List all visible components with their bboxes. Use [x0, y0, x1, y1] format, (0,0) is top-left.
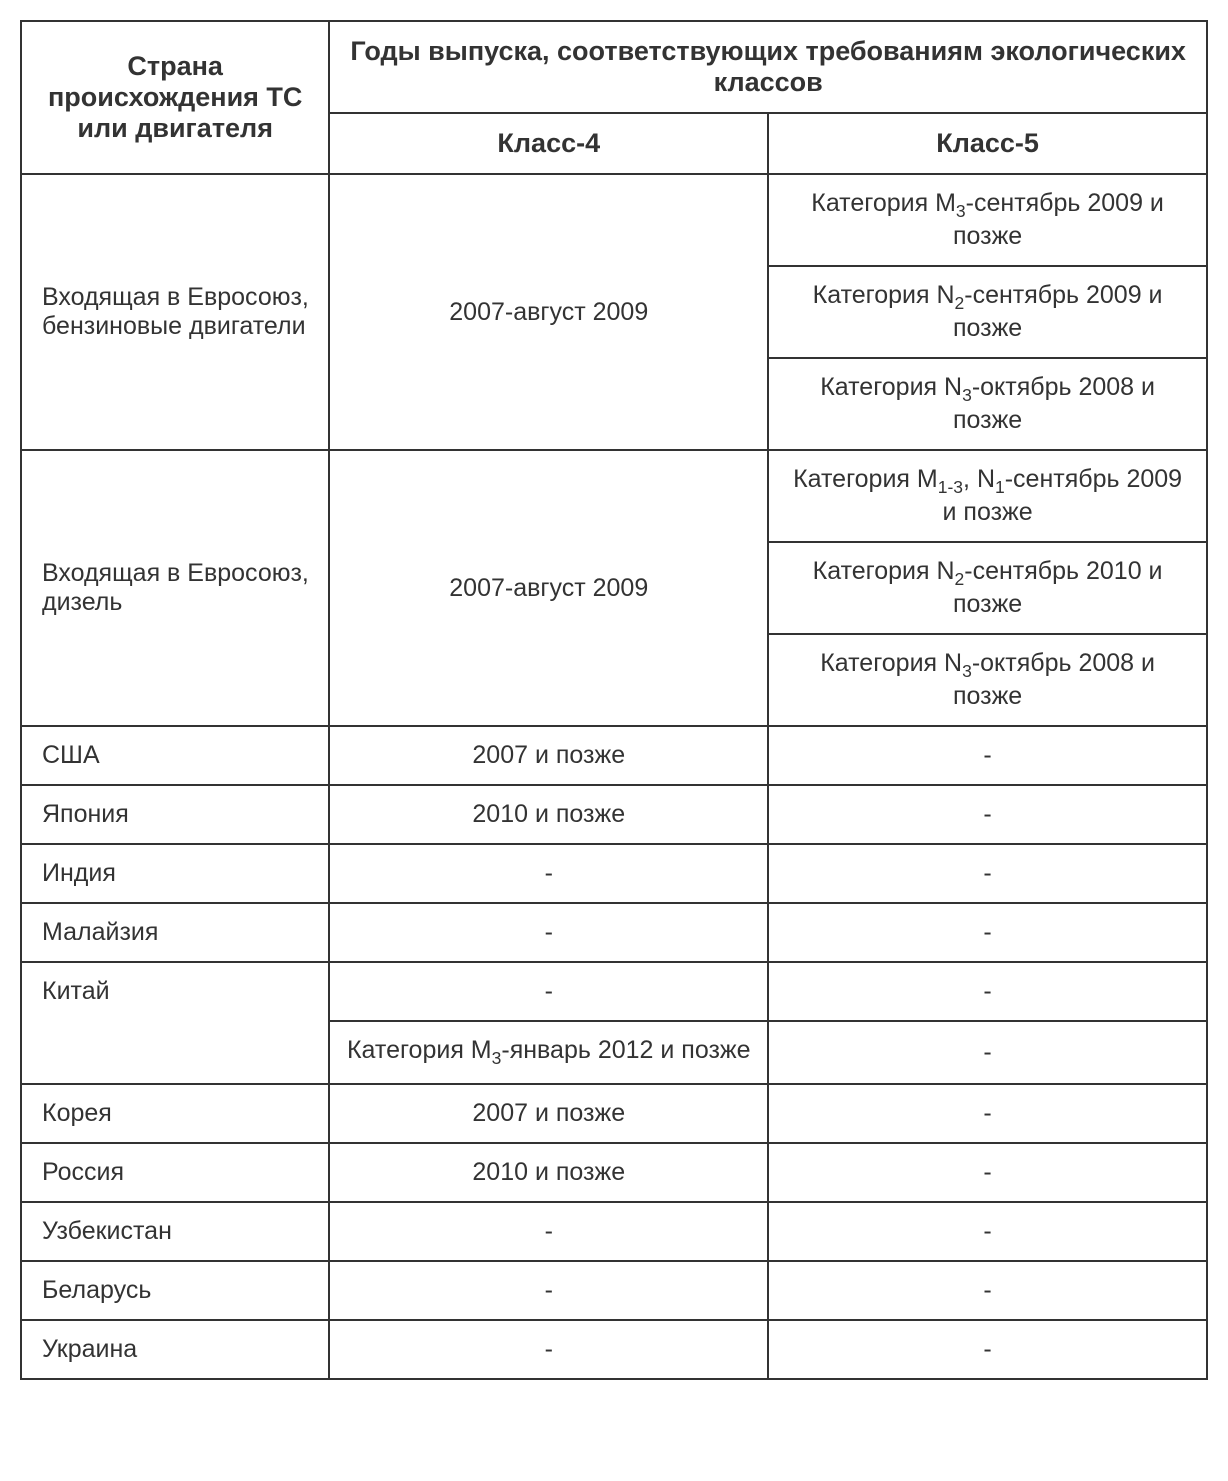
ukraine-label: Украина: [21, 1320, 329, 1379]
row-japan: Япония 2010 и позже -: [21, 785, 1207, 844]
header-country: Страна происхождения ТС или двигателя: [21, 21, 329, 174]
row-eu-petrol-1: Входящая в Евросоюз, бензиновые двигател…: [21, 174, 1207, 266]
usa-label: США: [21, 726, 329, 785]
ukraine-class5: -: [768, 1320, 1207, 1379]
japan-class4: 2010 и позже: [329, 785, 768, 844]
eco-class-table: Страна происхождения ТС или двигателя Го…: [20, 20, 1208, 1380]
india-class5: -: [768, 844, 1207, 903]
eu-petrol-label: Входящая в Евросоюз, бензиновые двигател…: [21, 174, 329, 450]
china-class5-1: -: [768, 962, 1207, 1021]
belarus-label: Беларусь: [21, 1261, 329, 1320]
row-ukraine: Украина - -: [21, 1320, 1207, 1379]
japan-label: Япония: [21, 785, 329, 844]
eu-diesel-class5-2: Категория N3-октябрь 2008 и позже: [768, 634, 1207, 726]
india-label: Индия: [21, 844, 329, 903]
row-belarus: Беларусь - -: [21, 1261, 1207, 1320]
usa-class4: 2007 и позже: [329, 726, 768, 785]
korea-class5: -: [768, 1084, 1207, 1143]
eu-diesel-class5-0: Категория M1-3, N1-сентябрь 2009 и позже: [768, 450, 1207, 542]
header-years-title: Годы выпуска, соответствующих требования…: [329, 21, 1207, 113]
row-eu-diesel-1: Входящая в Евросоюз, дизель 2007-август …: [21, 450, 1207, 542]
row-malaysia: Малайзия - -: [21, 903, 1207, 962]
india-class4: -: [329, 844, 768, 903]
eu-diesel-class4: 2007-август 2009: [329, 450, 768, 726]
eu-petrol-class5-2: Категория N3-октябрь 2008 и позже: [768, 358, 1207, 450]
russia-label: Россия: [21, 1143, 329, 1202]
header-class4: Класс-4: [329, 113, 768, 174]
china-class4-1: -: [329, 962, 768, 1021]
china-class5-2: -: [768, 1021, 1207, 1084]
header-class5: Класс-5: [768, 113, 1207, 174]
uzbekistan-class5: -: [768, 1202, 1207, 1261]
eu-diesel-class5-1: Категория N2-сентябрь 2010 и позже: [768, 542, 1207, 634]
row-korea: Корея 2007 и позже -: [21, 1084, 1207, 1143]
eu-diesel-label: Входящая в Евросоюз, дизель: [21, 450, 329, 726]
uzbekistan-class4: -: [329, 1202, 768, 1261]
usa-class5: -: [768, 726, 1207, 785]
row-india: Индия - -: [21, 844, 1207, 903]
malaysia-label: Малайзия: [21, 903, 329, 962]
belarus-class4: -: [329, 1261, 768, 1320]
belarus-class5: -: [768, 1261, 1207, 1320]
header-row-1: Страна происхождения ТС или двигателя Го…: [21, 21, 1207, 113]
row-uzbekistan: Узбекистан - -: [21, 1202, 1207, 1261]
row-china-1: Китай - -: [21, 962, 1207, 1021]
eu-petrol-class4: 2007-август 2009: [329, 174, 768, 450]
eu-petrol-class5-0: Категория M3-сентябрь 2009 и позже: [768, 174, 1207, 266]
china-label: Китай: [21, 962, 329, 1084]
uzbekistan-label: Узбекистан: [21, 1202, 329, 1261]
korea-class4: 2007 и позже: [329, 1084, 768, 1143]
korea-label: Корея: [21, 1084, 329, 1143]
row-usa: США 2007 и позже -: [21, 726, 1207, 785]
japan-class5: -: [768, 785, 1207, 844]
row-russia: Россия 2010 и позже -: [21, 1143, 1207, 1202]
russia-class5: -: [768, 1143, 1207, 1202]
malaysia-class4: -: [329, 903, 768, 962]
ukraine-class4: -: [329, 1320, 768, 1379]
china-class4-2: Категория M3-январь 2012 и позже: [329, 1021, 768, 1084]
eu-petrol-class5-1: Категория N2-сентябрь 2009 и позже: [768, 266, 1207, 358]
malaysia-class5: -: [768, 903, 1207, 962]
russia-class4: 2010 и позже: [329, 1143, 768, 1202]
